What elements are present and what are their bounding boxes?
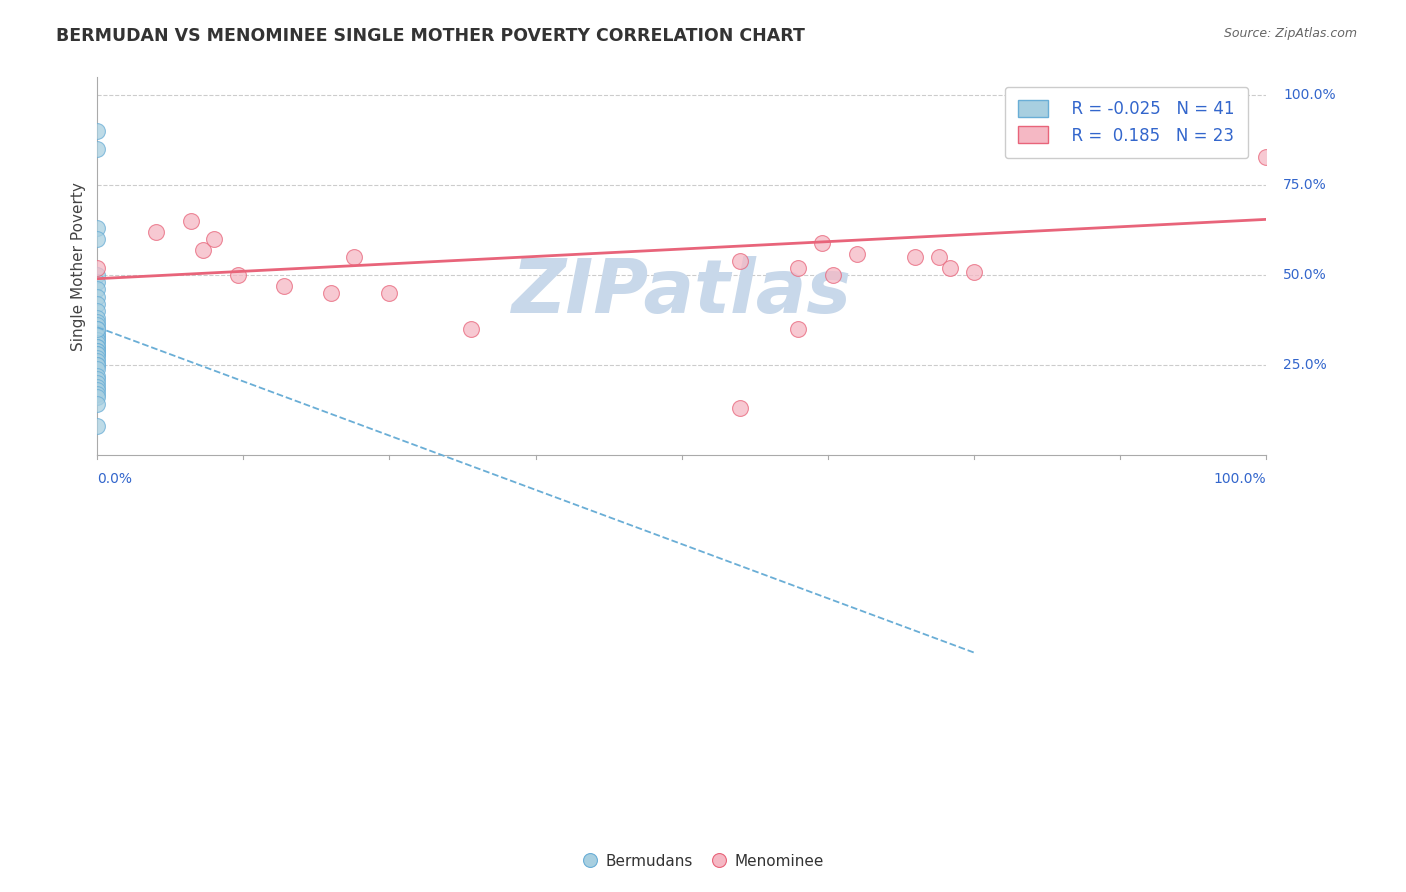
Point — [319, 286, 342, 301]
Point — [86, 336, 108, 351]
Point — [728, 253, 751, 268]
Point — [787, 322, 810, 336]
Point — [86, 361, 108, 376]
Point — [904, 250, 927, 264]
Point — [86, 419, 108, 434]
Point — [86, 283, 108, 297]
Point — [191, 243, 214, 257]
Point — [86, 358, 108, 372]
Point — [86, 368, 108, 383]
Point — [86, 386, 108, 401]
Point — [180, 214, 202, 228]
Point — [86, 372, 108, 386]
Text: 100.0%: 100.0% — [1284, 88, 1336, 103]
Y-axis label: Single Mother Poverty: Single Mother Poverty — [72, 182, 86, 351]
Point — [86, 347, 108, 361]
Point — [86, 340, 108, 354]
Text: 25.0%: 25.0% — [1284, 358, 1327, 372]
Point — [86, 275, 108, 289]
Text: 50.0%: 50.0% — [1284, 268, 1327, 282]
Point — [823, 268, 845, 282]
Point — [963, 264, 986, 278]
Legend:   R = -0.025   N = 41,   R =  0.185   N = 23: R = -0.025 N = 41, R = 0.185 N = 23 — [1005, 87, 1249, 158]
Point — [86, 311, 108, 326]
Point — [86, 347, 108, 361]
Point — [86, 343, 108, 358]
Point — [86, 322, 108, 336]
Text: ZIPatlas: ZIPatlas — [512, 256, 852, 329]
Point — [343, 250, 366, 264]
Point — [86, 304, 108, 318]
Point — [86, 318, 108, 333]
Point — [845, 246, 868, 260]
Point — [86, 124, 108, 138]
Point — [145, 225, 167, 239]
Point — [86, 326, 108, 340]
Text: Source: ZipAtlas.com: Source: ZipAtlas.com — [1223, 27, 1357, 40]
Point — [86, 354, 108, 368]
Point — [86, 290, 108, 304]
Point — [86, 343, 108, 358]
Point — [86, 376, 108, 390]
Point — [86, 221, 108, 235]
Text: 100.0%: 100.0% — [1213, 472, 1265, 486]
Point — [86, 333, 108, 347]
Point — [86, 333, 108, 347]
Text: BERMUDAN VS MENOMINEE SINGLE MOTHER POVERTY CORRELATION CHART: BERMUDAN VS MENOMINEE SINGLE MOTHER POVE… — [56, 27, 806, 45]
Point — [273, 278, 295, 293]
Point — [86, 351, 108, 365]
Point — [460, 322, 482, 336]
Point — [86, 260, 108, 275]
Point — [810, 235, 832, 250]
Point — [928, 250, 950, 264]
Point — [939, 260, 962, 275]
Legend: Bermudans, Menominee: Bermudans, Menominee — [576, 848, 830, 875]
Point — [86, 383, 108, 397]
Point — [86, 329, 108, 343]
Point — [86, 268, 108, 282]
Point — [86, 297, 108, 311]
Point — [787, 260, 810, 275]
Point — [86, 340, 108, 354]
Point — [86, 315, 108, 329]
Point — [86, 379, 108, 393]
Point — [86, 358, 108, 372]
Point — [86, 397, 108, 411]
Point — [202, 232, 225, 246]
Text: 75.0%: 75.0% — [1284, 178, 1327, 193]
Point — [86, 390, 108, 404]
Point — [86, 329, 108, 343]
Point — [86, 142, 108, 156]
Point — [86, 232, 108, 246]
Point — [226, 268, 249, 282]
Point — [378, 286, 401, 301]
Point — [728, 401, 751, 415]
Point — [86, 322, 108, 336]
Text: 0.0%: 0.0% — [97, 472, 132, 486]
Point — [1254, 149, 1277, 163]
